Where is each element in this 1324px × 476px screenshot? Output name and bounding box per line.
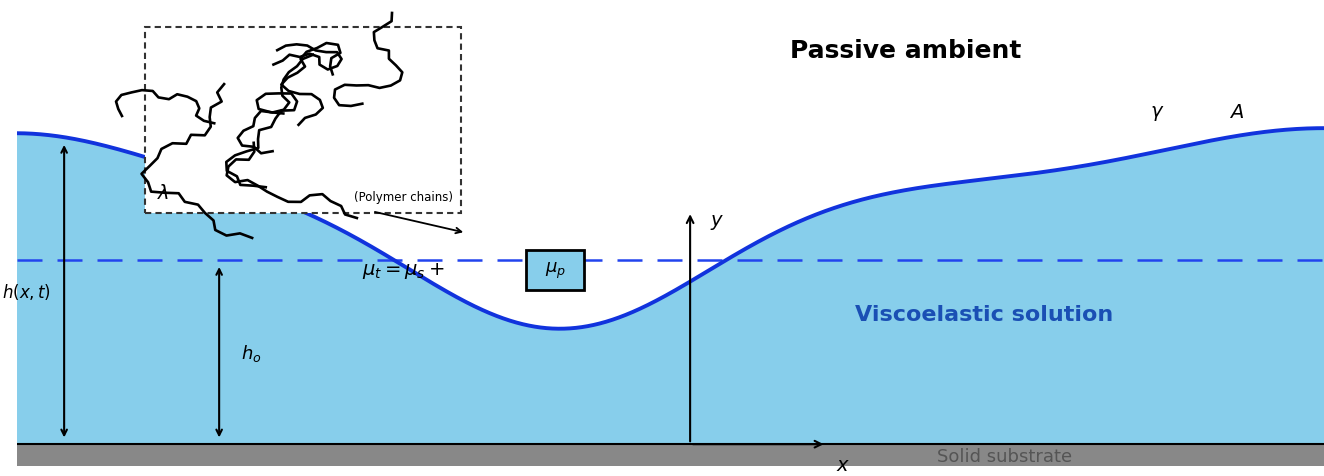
- Text: Viscoelastic solution: Viscoelastic solution: [855, 305, 1113, 324]
- Text: $A$: $A$: [1229, 104, 1243, 122]
- FancyBboxPatch shape: [526, 251, 584, 290]
- Text: Passive ambient: Passive ambient: [789, 39, 1021, 63]
- Bar: [17, 444, 1324, 466]
- Text: $\gamma$: $\gamma$: [1151, 103, 1164, 122]
- Text: (Polymer chains): (Polymer chains): [354, 191, 453, 204]
- Text: $\mu_p$: $\mu_p$: [544, 260, 565, 280]
- Text: Solid substrate: Solid substrate: [936, 447, 1071, 465]
- Text: $\mu_t = \mu_s +$: $\mu_t = \mu_s +$: [363, 260, 445, 280]
- FancyBboxPatch shape: [146, 28, 461, 214]
- Text: $h(x,t)$: $h(x,t)$: [3, 281, 52, 301]
- Text: $y$: $y$: [710, 212, 724, 231]
- Text: $x$: $x$: [837, 456, 850, 474]
- Text: $h_o$: $h_o$: [241, 342, 261, 363]
- Text: $\lambda$: $\lambda$: [158, 183, 169, 202]
